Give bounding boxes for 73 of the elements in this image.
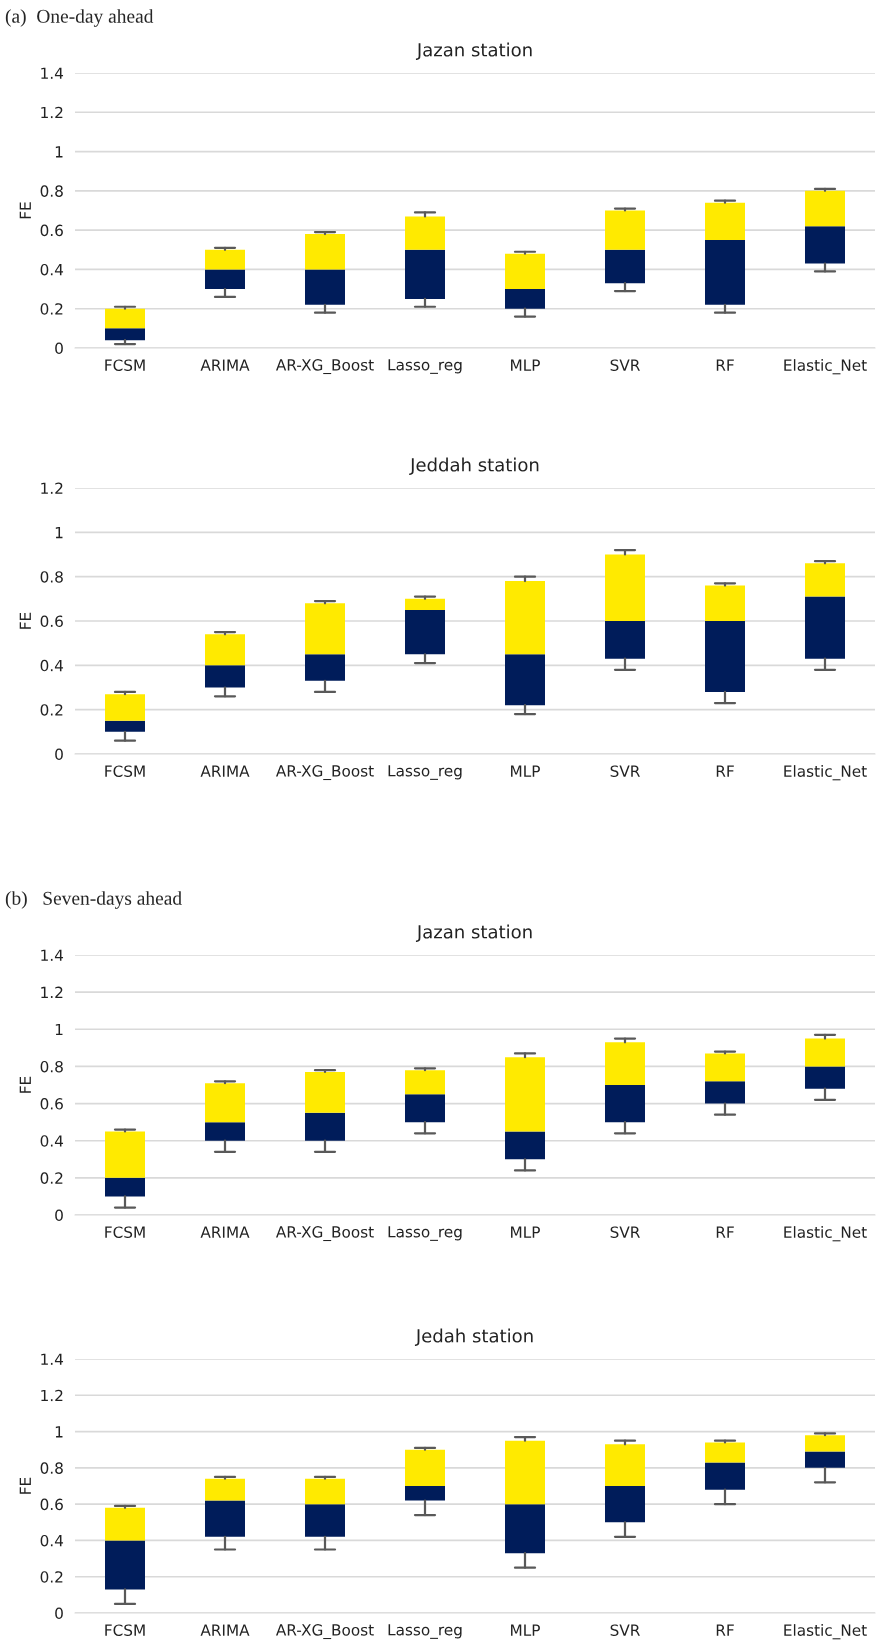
y-tick-label: 1.2 <box>41 986 63 998</box>
y-tick-label: 0.8 <box>40 1060 63 1073</box>
x-tick-label: MLP <box>511 359 540 371</box>
x-tick-label: FCSM <box>105 359 145 371</box>
y-tick-label: 1.2 <box>41 1389 63 1402</box>
x-tick-label: Elastic_Net <box>784 1226 867 1242</box>
x-tick-label: ARIMA <box>200 359 250 371</box>
x-tick-label: Lasso_reg <box>388 1226 462 1241</box>
y-tick-label: 0 <box>55 1607 63 1620</box>
y-axis-title: FE <box>19 1076 31 1093</box>
y-tick-label: 0.6 <box>40 1098 63 1110</box>
x-tick-label: SVR <box>610 1226 640 1238</box>
y-tick-label: 0.6 <box>40 1498 63 1511</box>
y-tick-label: 0.2 <box>40 1172 63 1184</box>
x-tick-label: MLP <box>511 1624 540 1636</box>
y-tick-label: 1.4 <box>41 67 64 79</box>
y-tick-label: 0.4 <box>40 263 64 276</box>
x-tick-label: RF <box>716 359 734 371</box>
y-tick-label: 1.4 <box>41 949 64 961</box>
y-tick-label: 0.8 <box>40 571 63 583</box>
x-tick-label: RF <box>716 1624 734 1636</box>
x-tick-label: ARIMA <box>200 765 250 777</box>
y-tick-label: 0.8 <box>40 1462 63 1474</box>
y-tick-label: 0 <box>55 342 63 355</box>
y-axis-title: FE <box>19 1477 31 1494</box>
x-tick-label: Elastic_Net <box>784 1624 867 1640</box>
y-tick-label: 0.4 <box>40 659 64 672</box>
x-tick-label: SVR <box>610 1624 640 1636</box>
x-tick-label: Elastic_Net <box>784 765 867 781</box>
y-tick-label: 1.2 <box>41 482 63 494</box>
x-tick-label: FCSM <box>105 765 145 777</box>
x-tick-label: RF <box>716 1226 734 1238</box>
x-tick-label: RF <box>716 765 734 777</box>
y-tick-label: 1.4 <box>41 1353 64 1365</box>
y-tick-label: 0.2 <box>40 303 63 315</box>
y-tick-label: 0 <box>55 748 63 761</box>
y-tick-label: 0.2 <box>40 704 63 716</box>
x-tick-label: MLP <box>511 1226 540 1238</box>
chart-title: Jazan station <box>415 42 532 60</box>
x-tick-label: Lasso_reg <box>388 765 462 780</box>
x-tick-label: ARIMA <box>200 1226 250 1238</box>
y-tick-label: 0.4 <box>40 1135 64 1147</box>
y-tick-label: 0.6 <box>40 224 63 237</box>
x-tick-label: AR-XG_Boost <box>275 1624 374 1640</box>
y-tick-label: 1.2 <box>41 106 63 119</box>
x-tick-label: FCSM <box>105 1624 145 1636</box>
y-tick-label: 1 <box>55 1426 63 1438</box>
y-axis-title: FE <box>19 612 31 629</box>
chart-title: Jeddah station <box>409 457 539 475</box>
x-tick-label: SVR <box>610 359 640 371</box>
x-tick-label: Lasso_reg <box>388 359 462 374</box>
y-tick-label: 1 <box>55 146 63 158</box>
y-tick-label: 0.8 <box>40 185 63 197</box>
chart-title: Jazan station <box>415 924 532 942</box>
text: (a) One-day ahead <box>5 9 154 27</box>
y-tick-label: 0 <box>55 1209 63 1222</box>
x-tick-label: ARIMA <box>200 1624 250 1636</box>
x-tick-label: AR-XG_Boost <box>275 359 374 375</box>
text: (b) Seven-days ahead <box>5 891 182 909</box>
y-tick-label: 0.6 <box>40 615 63 628</box>
y-tick-label: 1 <box>55 1023 63 1036</box>
x-tick-label: Lasso_reg <box>388 1624 462 1639</box>
x-tick-label: AR-XG_Boost <box>275 765 374 781</box>
x-tick-label: AR-XG_Boost <box>275 1226 374 1242</box>
y-tick-label: 1 <box>55 527 63 539</box>
x-tick-label: SVR <box>610 765 640 777</box>
y-tick-label: 0.4 <box>40 1534 64 1547</box>
x-tick-label: MLP <box>511 765 540 777</box>
chart-title: Jedah station <box>414 1328 533 1346</box>
x-tick-label: Elastic_Net <box>784 359 867 375</box>
y-tick-label: 0.2 <box>40 1571 63 1583</box>
y-axis-title: FE <box>19 202 31 219</box>
x-tick-label: FCSM <box>105 1226 145 1238</box>
